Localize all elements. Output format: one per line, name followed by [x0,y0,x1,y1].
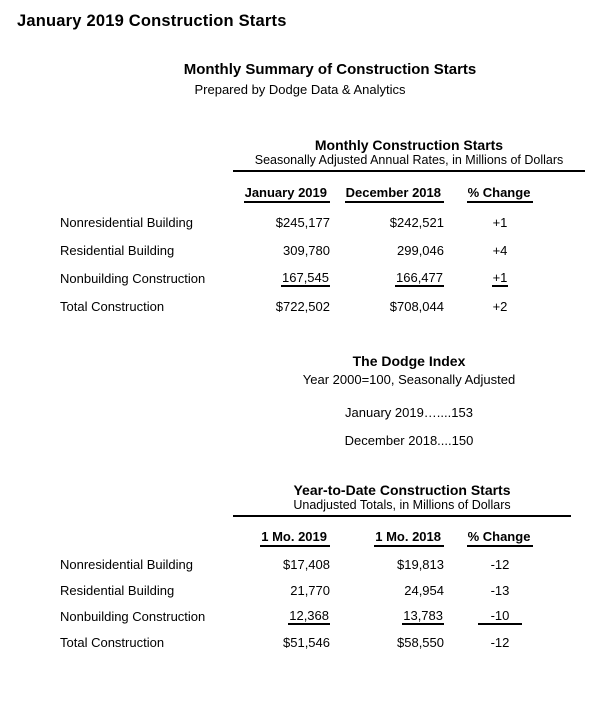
row-value-jan: 309,780 [283,242,330,258]
table-row: Residential Building 309,780 299,046 +4 [60,236,556,264]
row-label: Residential Building [60,582,175,598]
row-value-dec: 299,046 [397,242,444,258]
report-page: January 2019 Construction Starts Monthly… [0,12,600,725]
table-row: Nonbuilding Construction 12,368 13,783 -… [60,603,556,629]
row-value-dec: 166,477 [395,269,444,287]
row-label: Nonbuilding Construction [60,608,206,624]
row-label: Nonbuilding Construction [60,270,206,286]
dodge-index-january-value: January 2019…....153 [345,405,473,420]
monthly-header-row: January 2019 December 2018 % Change [60,180,556,208]
monthly-section-title: Monthly Construction Starts [314,137,504,153]
row-value-2018: $58,550 [397,634,444,650]
monthly-col-header-dec: December 2018 [330,180,444,208]
table-row: Nonresidential Building $245,177 $242,52… [60,208,556,236]
table-row: Nonresidential Building $17,408 $19,813 … [60,551,556,577]
row-value-change: -13 [490,582,510,598]
monthly-col-header-jan: January 2019 [230,180,330,208]
row-value-2018: 24,954 [404,582,444,598]
dodge-index-december-value: December 2018....150 [344,433,474,448]
row-value-jan: 167,545 [281,269,330,287]
monthly-section-subtitle: Seasonally Adjusted Annual Rates, in Mil… [233,153,585,172]
row-value-change: +4 [492,242,508,258]
row-value-change: -12 [490,634,510,650]
ytd-col-header-change: % Change [444,525,556,551]
row-value-2019: $17,408 [283,556,330,572]
ytd-section-title: Year-to-Date Construction Starts [293,482,511,498]
page-title: January 2019 Construction Starts [17,12,287,30]
row-value-change: -12 [490,556,510,572]
row-value-jan: $245,177 [275,214,330,230]
ytd-section-subtitle: Unadjusted Totals, in Millions of Dollar… [233,498,571,517]
dodge-index-section: The Dodge Index Year 2000=100, Seasonall… [233,353,585,448]
table-row: Residential Building 21,770 24,954 -13 [60,577,556,603]
row-value-2018: 13,783 [402,607,444,625]
row-value-change: +1 [492,214,508,230]
row-value-change: +1 [491,269,509,287]
row-value-dec: $242,521 [389,214,444,230]
ytd-table: 1 Mo. 2019 1 Mo. 2018 % Change Nonreside… [60,525,556,655]
row-label: Residential Building [60,242,175,258]
ytd-header-spacer [60,525,230,551]
row-label: Total Construction [60,634,165,650]
row-value-2019: 12,368 [288,607,330,625]
row-value-change: -10 [444,603,556,629]
ytd-header-row: 1 Mo. 2019 1 Mo. 2018 % Change [60,525,556,551]
row-value-dec: $708,044 [389,298,444,314]
row-label: Total Construction [60,298,165,314]
monthly-header-spacer [60,180,230,208]
ytd-col-header-2018: 1 Mo. 2018 [330,525,444,551]
document-heading: Monthly Summary of Construction Starts [183,61,477,78]
ytd-col-header-2019: 1 Mo. 2019 [230,525,330,551]
ytd-section-header: Year-to-Date Construction Starts Unadjus… [233,482,571,517]
row-value-2018: $19,813 [397,556,444,572]
table-row: Total Construction $51,546 $58,550 -12 [60,629,556,655]
row-value-2019: 21,770 [290,582,330,598]
table-row: Nonbuilding Construction 167,545 166,477… [60,264,556,292]
row-value-2019: $51,546 [283,634,330,650]
monthly-col-header-change: % Change [444,180,556,208]
row-label: Nonresidential Building [60,556,193,572]
monthly-section-header: Monthly Construction Starts Seasonally A… [233,137,585,172]
row-value-change: +2 [492,298,508,314]
row-label: Nonresidential Building [60,214,193,230]
document-subheading: Prepared by Dodge Data & Analytics [194,82,406,97]
dodge-index-subtitle: Year 2000=100, Seasonally Adjusted [302,372,516,387]
row-value-jan: $722,502 [275,298,330,314]
table-row: Total Construction $722,502 $708,044 +2 [60,292,556,320]
monthly-table: January 2019 December 2018 % Change Nonr… [60,180,556,320]
dodge-index-title: The Dodge Index [352,353,466,369]
